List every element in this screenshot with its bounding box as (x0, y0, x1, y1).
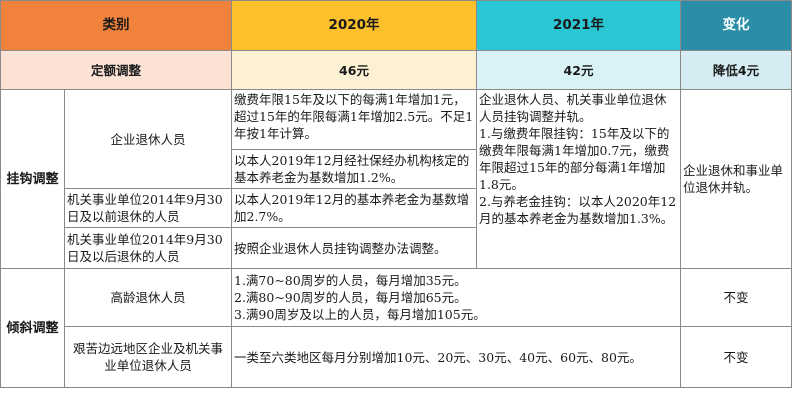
linked-row-1: 挂钩调整 企业退休人员 缴费年限15年及以下的每满1年增加1元，超过15年的年限… (0, 89, 792, 269)
linked-sub-enterprise: 企业退休人员 (64, 89, 232, 189)
tilted-content-elderly: 1.满70~80周岁的人员，每月增加35元。 2.满80~90周岁的人员，每月增… (231, 268, 681, 327)
tilted-group-label: 倾斜调整 (0, 268, 65, 388)
linked-2020-years: 缴费年限15年及以下的每满1年增加1元，超过15年的年限每满1年增加2.5元。不… (231, 89, 477, 150)
pension-adjustment-table: 类别 2020年 2021年 变化 定额调整 46元 42元 降低4元 挂钩调整… (0, 0, 792, 388)
quota-2020: 46元 (231, 50, 477, 90)
header-change: 变化 (680, 0, 792, 51)
tilted-change-remote: 不变 (680, 326, 792, 388)
tilted-row-2: 艰苦边远地区企业及机关事业单位退休人员 一类至六类地区每月分别增加10元、20元… (1, 326, 792, 388)
linked-2021-merged: 企业退休人员、机关事业单位退休人员挂钩调整并轨。 1.与缴费年限挂钩：15年及以… (476, 89, 681, 269)
quota-label: 定额调整 (0, 50, 232, 90)
linked-group-label: 挂钩调整 (0, 89, 65, 269)
linked-row-4: 机关事业单位2014年9月30日及以后退休的人员 按照企业退休人员挂钩调整办法调… (1, 227, 792, 269)
linked-2020-gov-before: 以本人2019年12月的基本养老金为基数增加2.7%。 (231, 188, 477, 228)
header-category: 类别 (0, 0, 232, 51)
tilted-content-remote: 一类至六类地区每月分别增加10元、20元、30元、40元、60元、80元。 (231, 326, 681, 388)
quota-2021: 42元 (476, 50, 681, 90)
linked-change: 企业退休和事业单位退休并轨。 (680, 89, 792, 269)
linked-2020-gov-after: 按照企业退休人员挂钩调整办法调整。 (231, 227, 477, 269)
linked-row-3: 机关事业单位2014年9月30日及以前退休的人员 以本人2019年12月的基本养… (1, 188, 792, 228)
tilted-change-elderly: 不变 (680, 268, 792, 327)
linked-sub-gov-after: 机关事业单位2014年9月30日及以后退休的人员 (64, 227, 232, 269)
quota-change: 降低4元 (680, 50, 792, 90)
tilted-sub-elderly: 高龄退休人员 (64, 268, 232, 327)
linked-sub-gov-before: 机关事业单位2014年9月30日及以前退休的人员 (64, 188, 232, 228)
tilted-sub-remote: 艰苦边远地区企业及机关事业单位退休人员 (64, 326, 232, 388)
header-2020: 2020年 (231, 0, 477, 51)
tilted-row-1: 倾斜调整 高龄退休人员 1.满70~80周岁的人员，每月增加35元。 2.满80… (0, 268, 792, 388)
linked-2020-pension: 以本人2019年12月经社保经办机构核定的基本养老金为基数增加1.2%。 (231, 149, 477, 189)
quota-row: 定额调整 46元 42元 降低4元 (0, 50, 792, 90)
header-2021: 2021年 (476, 0, 681, 51)
linked-row-2: 以本人2019年12月经社保经办机构核定的基本养老金为基数增加1.2%。 (1, 149, 792, 189)
header-row: 类别 2020年 2021年 变化 (0, 0, 792, 51)
